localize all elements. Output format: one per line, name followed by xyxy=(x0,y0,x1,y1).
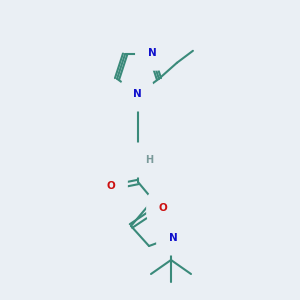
Text: N: N xyxy=(169,233,177,243)
Text: N: N xyxy=(133,155,141,165)
Text: H: H xyxy=(145,155,153,165)
Text: O: O xyxy=(159,203,167,213)
Text: N: N xyxy=(133,89,141,99)
Text: O: O xyxy=(106,181,116,191)
Text: N: N xyxy=(148,48,156,58)
